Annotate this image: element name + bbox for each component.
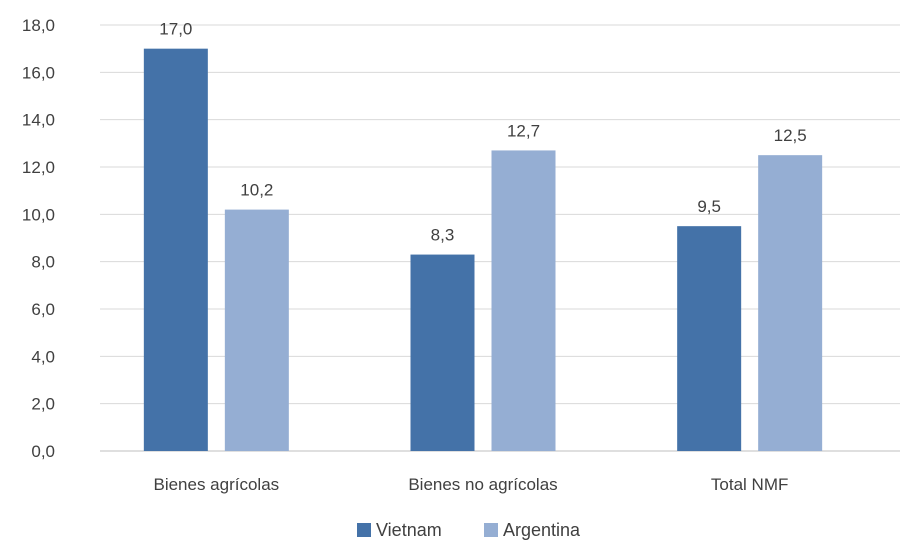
category-label: Bienes no agrícolas (408, 475, 557, 494)
y-tick-label: 18,0 (22, 16, 55, 35)
x-axis-categories: Bienes agrícolas Bienes no agrícolas Total… (153, 475, 788, 494)
bar-argentina (491, 150, 556, 451)
legend-swatch-argentina (484, 523, 498, 537)
y-tick-label: 14,0 (22, 111, 55, 130)
y-tick-label: 16,0 (22, 63, 55, 82)
y-tick-label: 12,0 (22, 158, 55, 177)
legend-swatch-vietnam (357, 523, 371, 537)
y-tick-label: 4,0 (31, 347, 55, 366)
bar-vietnam (677, 226, 742, 451)
y-tick-label: 10,0 (22, 205, 55, 224)
y-axis-ticks: 0,0 2,0 4,0 6,0 8,0 10,0 12,0 14,0 16,0 18,0 (22, 16, 55, 461)
legend-label: Vietnam (376, 520, 442, 540)
data-label: 12,5 (774, 126, 807, 145)
bar-argentina (758, 155, 823, 451)
data-label: 17,0 (159, 20, 192, 39)
bar-vietnam (143, 48, 208, 452)
bar-vietnam (410, 254, 475, 451)
data-label: 12,7 (507, 121, 540, 140)
y-tick-label: 0,0 (31, 442, 55, 461)
data-label: 10,2 (240, 181, 273, 200)
legend: Vietnam Argentina (357, 520, 581, 540)
data-label: 8,3 (431, 226, 455, 245)
category-label: Bienes agrícolas (153, 475, 279, 494)
category-label: Total NMF (711, 475, 788, 494)
data-label: 9,5 (697, 197, 721, 216)
bars (143, 48, 823, 452)
y-tick-label: 8,0 (31, 253, 55, 272)
y-tick-label: 6,0 (31, 300, 55, 319)
data-labels: 17,0 10,2 8,3 12,7 9,5 12,5 (159, 20, 806, 245)
legend-label: Argentina (503, 520, 581, 540)
y-tick-label: 2,0 (31, 395, 55, 414)
bar-argentina (224, 209, 289, 451)
